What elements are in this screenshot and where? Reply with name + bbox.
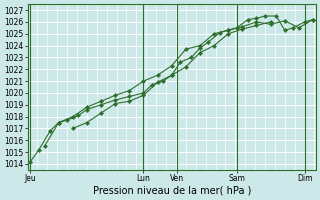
- X-axis label: Pression niveau de la mer( hPa ): Pression niveau de la mer( hPa ): [92, 186, 251, 196]
